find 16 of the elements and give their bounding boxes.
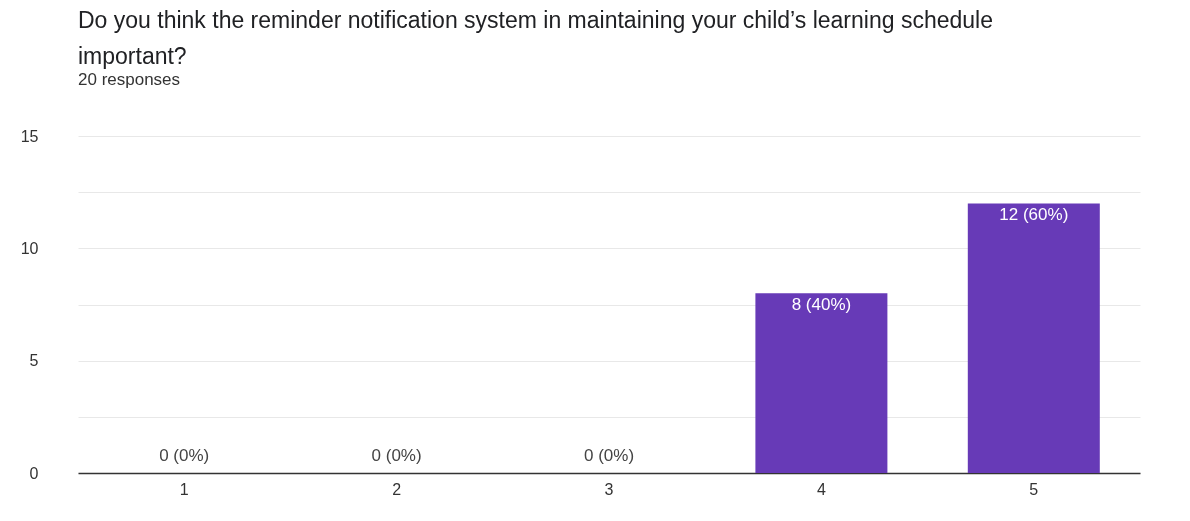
y-tick-label: 10 — [20, 239, 39, 257]
x-tick-label: 4 — [816, 480, 826, 498]
y-tick-label: 5 — [29, 352, 39, 370]
y-tick-label: 0 — [29, 464, 39, 482]
x-tick-label: 5 — [1029, 480, 1039, 498]
data-label: 0 (0%) — [159, 446, 210, 465]
data-label: 0 (0%) — [371, 446, 422, 465]
data-label: 12 (60%) — [999, 205, 1069, 225]
y-tick-label: 15 — [20, 127, 39, 145]
x-tick-label: 3 — [604, 480, 614, 498]
x-tick-label: 2 — [392, 480, 402, 498]
data-label: 8 (40%) — [791, 295, 852, 315]
data-label: 0 (0%) — [583, 446, 635, 465]
x-tick-label: 1 — [179, 480, 189, 498]
chart-subtitle: 20 responses — [78, 70, 181, 89]
chart-title: Do you think the reminder notification system in maintaining your child’s learning schedule important? — [78, 7, 993, 69]
